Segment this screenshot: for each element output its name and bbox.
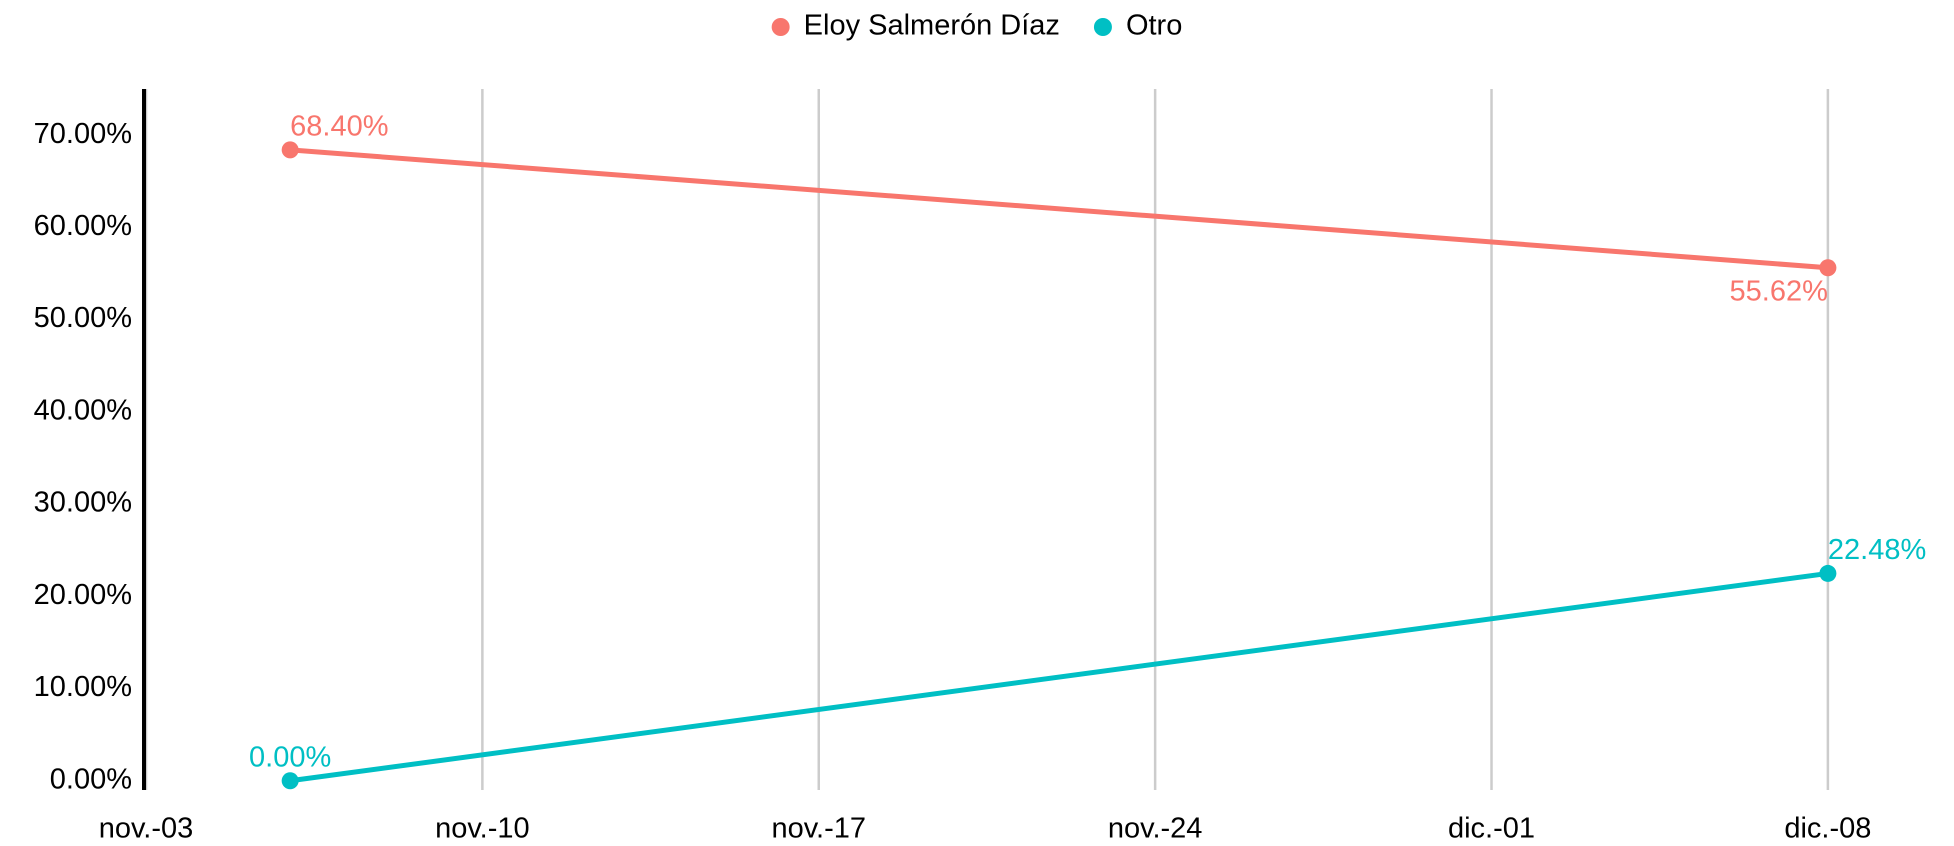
data-point (1819, 259, 1837, 277)
x-tick-label: dic.-01 (1448, 813, 1535, 845)
x-tick-label: nov.-24 (1108, 813, 1203, 845)
data-label: 0.00% (249, 741, 331, 773)
x-tick-label: nov.-03 (99, 813, 194, 845)
y-tick-label: 70.00% (34, 118, 132, 150)
data-label: 22.48% (1828, 534, 1926, 566)
legend-marker (1093, 18, 1112, 36)
y-tick-label: 40.00% (34, 394, 132, 426)
y-tick-label: 50.00% (34, 302, 132, 334)
y-tick-label: 0.00% (50, 763, 132, 795)
y-tick-label: 60.00% (34, 210, 132, 242)
x-tick-label: dic.-08 (1784, 813, 1871, 845)
data-point (1819, 564, 1837, 582)
legend-label: Eloy Salmerón Díaz (804, 10, 1060, 42)
series-line (289, 147, 1829, 271)
data-point (281, 141, 299, 159)
legend-marker (771, 18, 790, 36)
x-tick-label: nov.-17 (771, 813, 866, 845)
x-tick-label: nov.-10 (435, 813, 530, 845)
data-label: 55.62% (1730, 275, 1828, 307)
y-tick-label: 30.00% (34, 487, 132, 519)
data-label: 68.40% (290, 111, 388, 143)
data-point (281, 772, 299, 790)
y-tick-label: 10.00% (34, 671, 132, 703)
series-line (289, 570, 1829, 784)
y-tick-label: 20.00% (34, 579, 132, 611)
legend-label: Otro (1126, 10, 1182, 42)
